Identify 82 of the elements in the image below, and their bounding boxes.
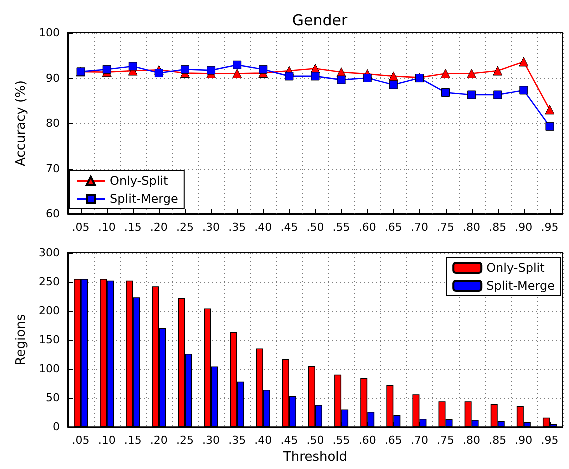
x-tick-label: .95	[541, 221, 559, 234]
x-tick-label: .75	[437, 221, 455, 234]
point	[388, 72, 398, 82]
y-tick-label: 100	[39, 362, 60, 376]
y-tick-label: 300	[39, 246, 60, 260]
x-tick-label: .30	[202, 434, 220, 448]
x-tick-label: .20	[150, 221, 168, 234]
x-tick-label: .60	[358, 434, 376, 448]
y-axis-title: Regions	[14, 314, 29, 366]
legend-label: Split-Merge	[486, 279, 556, 293]
x-tick-label: .80	[463, 221, 481, 234]
point	[546, 122, 554, 131]
y-tick-label: 50	[46, 392, 60, 405]
point	[519, 57, 529, 67]
x-tick-label: .35	[228, 434, 246, 448]
x-tick-label: .80	[463, 434, 481, 448]
point	[389, 80, 398, 90]
point	[128, 62, 138, 71]
x-tick-label: .55	[332, 221, 350, 234]
x-tick-label: .75	[437, 434, 455, 448]
x-tick-label: .25	[176, 221, 194, 234]
x-tick-label: .35	[228, 221, 246, 234]
x-tick-label: .25	[176, 434, 194, 448]
point	[494, 90, 502, 100]
point	[363, 74, 372, 82]
point	[259, 65, 268, 74]
x-tick-label: .40	[254, 434, 272, 448]
x-tick-label: .50	[306, 434, 324, 448]
x-tick-label: .90	[515, 434, 533, 448]
x-tick-label: .70	[410, 221, 428, 234]
y-tick-label: 90	[46, 72, 60, 85]
y-tick-label: 70	[46, 162, 60, 176]
point	[520, 86, 528, 95]
x-tick-label: .45	[280, 221, 298, 234]
point	[545, 105, 555, 115]
y-tick-label: 80	[46, 117, 60, 130]
x-tick-label: .10	[98, 434, 116, 448]
point	[467, 68, 477, 78]
x-tick-label: .70	[410, 434, 428, 448]
y-tick-label: 150	[39, 334, 60, 347]
x-tick-label: .40	[254, 221, 272, 234]
point	[180, 65, 190, 74]
point	[468, 90, 476, 100]
x-tick-label: .15	[124, 434, 142, 448]
x-tick-label: .15	[124, 221, 142, 234]
chart-title: Gender	[292, 12, 348, 30]
x-axis-title: Threshold	[282, 450, 348, 465]
x-tick-label: .30	[202, 221, 220, 234]
x-tick-label: .90	[515, 221, 533, 234]
point	[337, 76, 346, 84]
x-tick-label: .05	[72, 434, 90, 448]
x-tick-label: .85	[489, 221, 507, 234]
y-axis-title: Accuracy (%)	[14, 80, 29, 166]
x-tick-label: .95	[541, 434, 559, 448]
x-tick-label: .65	[384, 434, 402, 448]
x-tick-label: .20	[150, 434, 168, 448]
legend-label: Only-Split	[486, 261, 546, 275]
point	[285, 72, 294, 81]
legend-label: Split-Merge	[110, 192, 178, 206]
point	[493, 66, 503, 76]
y-tick-label: 100	[39, 26, 60, 40]
x-tick-label: .65	[384, 221, 402, 234]
x-tick-label: .85	[489, 434, 507, 448]
point	[233, 60, 242, 70]
point	[102, 65, 112, 74]
x-tick-label: .60	[358, 221, 376, 234]
y-tick-label: 60	[46, 208, 60, 220]
legend-label: Only-Split	[110, 174, 169, 188]
x-tick-label: .55	[332, 434, 350, 448]
point	[441, 68, 451, 78]
y-tick-label: 0	[53, 420, 60, 434]
x-tick-label: .45	[280, 434, 298, 448]
x-tick-label: .50	[306, 221, 324, 234]
point	[154, 69, 164, 78]
x-tick-label: .05	[72, 221, 90, 234]
point	[442, 88, 450, 97]
y-tick-label: 250	[39, 276, 60, 289]
x-tick-label: .10	[98, 221, 116, 234]
point	[207, 66, 216, 75]
point	[311, 72, 320, 81]
point	[232, 68, 242, 78]
y-tick-label: 200	[39, 304, 60, 318]
